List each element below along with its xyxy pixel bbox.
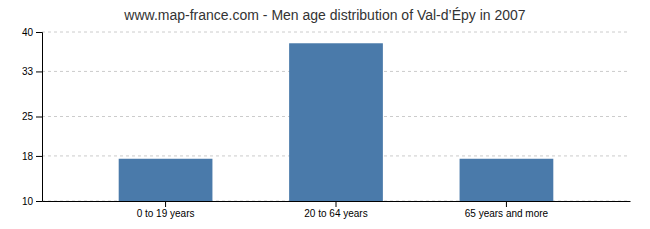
title: www.map-france.com - Men age distributio…	[123, 7, 525, 23]
x-tick: 65 years and more	[465, 201, 549, 219]
x-tick: 0 to 19 years	[137, 201, 195, 219]
y-tick: 33	[22, 66, 42, 77]
y-tick: 10	[22, 196, 42, 207]
x-tick-label: 0 to 19 years	[137, 208, 195, 219]
x-tick: 20 to 64 years	[304, 201, 367, 219]
y-tick: 18	[22, 151, 42, 162]
x-tick-mark	[336, 201, 337, 207]
chart: www.map-france.com - Men age distributio…	[0, 0, 650, 229]
bars	[119, 43, 554, 201]
y-tick-mark	[36, 156, 42, 157]
x-tick-label: 65 years and more	[465, 208, 549, 219]
y-tick-label: 18	[22, 151, 34, 162]
x-tick-mark	[165, 201, 166, 207]
y-tick: 40	[22, 27, 42, 38]
plot: 10 18 25 33 40 0 to 19 years 20 to 64 years 65 …	[22, 27, 631, 229]
bar	[460, 159, 554, 201]
y-tick-label: 10	[22, 196, 34, 207]
bar	[289, 43, 383, 201]
y-tick: 25	[22, 111, 42, 122]
x-axis: 0 to 19 years 20 to 64 years 65 years and …	[43, 201, 631, 219]
y-tick-label: 25	[22, 111, 34, 122]
bar	[119, 159, 213, 201]
x-tick-mark	[506, 201, 507, 207]
y-axis: 10 18 25 33 40	[22, 27, 43, 207]
y-tick-label: 40	[22, 27, 34, 38]
grid-line	[42, 32, 630, 33]
x-tick-label: 20 to 64 years	[304, 208, 367, 219]
y-axis-line	[36, 33, 43, 202]
y-tick-mark	[36, 71, 42, 72]
y-tick-label: 33	[22, 66, 34, 77]
y-tick-mark	[36, 201, 42, 202]
y-tick-mark	[36, 32, 42, 33]
y-tick-mark	[36, 117, 42, 118]
